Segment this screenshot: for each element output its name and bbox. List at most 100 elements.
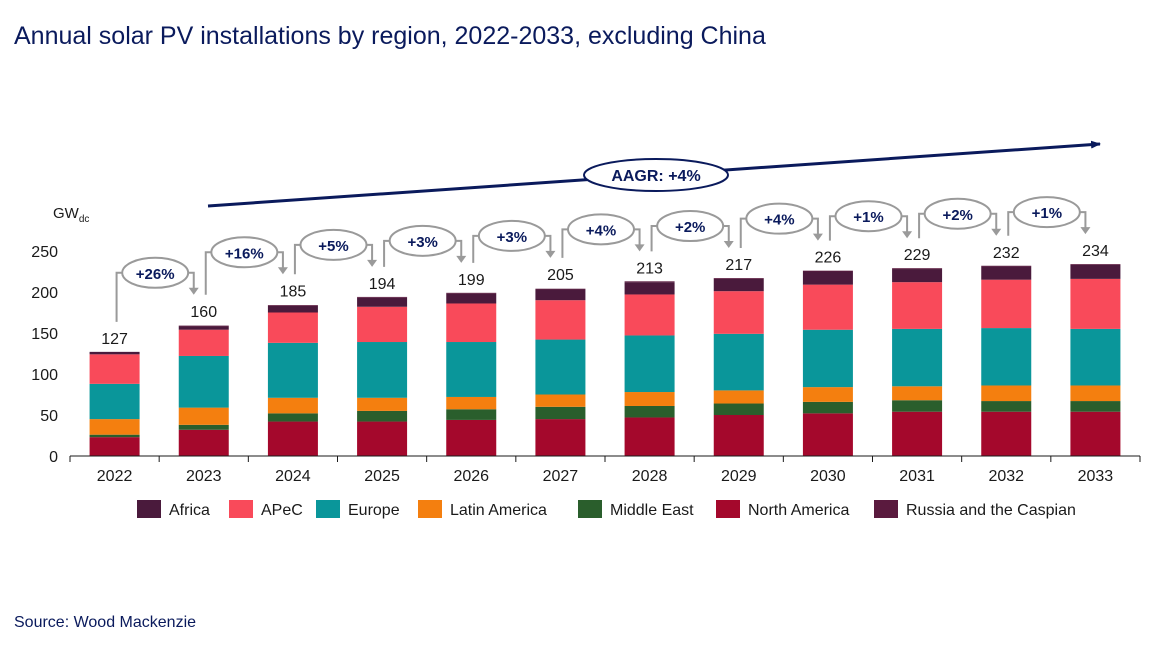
growth-label: +4%	[586, 222, 616, 239]
total-label: 217	[725, 257, 752, 274]
y-tick-label: 50	[40, 408, 58, 425]
legend-swatch-africa	[137, 500, 161, 518]
bar-segment-europe	[713, 333, 764, 391]
x-tick-label: 2025	[364, 468, 400, 485]
bar-segment-europe	[892, 328, 943, 387]
bar-segment-africa	[981, 266, 1032, 280]
bar-segment-latin-america	[535, 394, 586, 407]
y-tick-label: 0	[49, 449, 58, 466]
growth-label: +1%	[853, 209, 883, 226]
bar-segment-north-america	[713, 415, 764, 456]
growth-oval	[834, 200, 903, 233]
total-label: 229	[904, 247, 931, 264]
bar-segment-middle-east	[446, 409, 497, 420]
bar-segment-russia-and-the-caspian	[802, 270, 853, 272]
legend-label-apec: APeC	[261, 502, 303, 519]
growth-label: +1%	[1032, 205, 1062, 222]
growth-label: +3%	[497, 229, 527, 246]
bar-segment-africa	[178, 326, 229, 330]
bar-segment-middle-east	[624, 405, 675, 418]
legend-label-africa: Africa	[169, 502, 210, 519]
bar-segment-north-america	[446, 419, 497, 456]
x-tick-label: 2030	[810, 468, 846, 485]
bar-segment-latin-america	[802, 387, 853, 402]
bar-segment-europe	[267, 342, 318, 398]
total-label: 160	[190, 304, 217, 321]
legend-swatch-europe	[316, 500, 340, 518]
bar-segment-middle-east	[178, 424, 229, 430]
bar-segment-africa	[89, 351, 140, 355]
chart-title: Annual solar PV installations by region,…	[14, 22, 766, 50]
bar-segment-apec	[535, 300, 586, 340]
bar-segment-europe	[981, 328, 1032, 386]
bar-segment-latin-america	[446, 396, 497, 410]
growth-arrowhead	[812, 233, 823, 241]
growth-arrowhead	[723, 241, 734, 249]
total-label: 194	[369, 276, 396, 293]
growth-oval	[1012, 196, 1081, 229]
bar-segment-europe	[178, 355, 229, 408]
y-tick-label: 200	[31, 285, 58, 302]
growth-oval	[121, 256, 190, 289]
x-tick-label: 2023	[186, 468, 222, 485]
bar-segment-africa	[535, 289, 586, 301]
bar-segment-apec	[892, 282, 943, 329]
bar-segment-latin-america	[178, 407, 229, 425]
bar-segment-europe	[1070, 328, 1121, 386]
bar-segment-north-america	[624, 417, 675, 456]
bar-segment-europe	[357, 342, 408, 398]
growth-label: +2%	[942, 207, 972, 224]
growth-arrowhead	[456, 255, 467, 263]
bar-segment-north-america	[802, 413, 853, 456]
growth-arrowhead	[991, 228, 1002, 236]
growth-label: +5%	[318, 238, 348, 255]
legend-label-russia-and-the-caspian: Russia and the Caspian	[906, 502, 1076, 519]
bar-segment-middle-east	[535, 406, 586, 420]
bar-segment-latin-america	[89, 419, 140, 435]
growth-arrowhead	[634, 244, 645, 252]
bar-segment-russia-and-the-caspian	[178, 325, 229, 327]
total-label: 232	[993, 245, 1020, 262]
legend-swatch-apec	[229, 500, 253, 518]
bar-segment-europe	[535, 339, 586, 395]
bar-segment-africa	[624, 282, 675, 295]
bar-segment-north-america	[89, 437, 140, 456]
bar-segment-apec	[1070, 278, 1121, 329]
bar-segment-russia-and-the-caspian	[357, 296, 408, 298]
bar-segment-middle-east	[892, 400, 943, 412]
x-axis: 2022 2023 2024 2025 2026 2027 2028 2029 2030 2031…	[69, 455, 1141, 485]
bar-segment-russia-and-the-caspian	[981, 265, 1032, 267]
bar-segment-latin-america	[1070, 385, 1121, 402]
growth-oval	[210, 236, 279, 269]
x-tick-label: 2032	[988, 468, 1024, 485]
legend-label-north-america: North America	[748, 502, 849, 519]
bar-segment-north-america	[981, 411, 1032, 456]
bar-segment-north-america	[535, 419, 586, 456]
growth-arrowhead	[188, 287, 199, 295]
growth-arrowhead	[902, 231, 913, 239]
bar-segment-middle-east	[981, 401, 1032, 412]
bar-segment-apec	[446, 303, 497, 343]
growth-oval	[299, 228, 368, 261]
total-label: 226	[815, 250, 842, 267]
aagr-trend: AAGR: +4%	[207, 140, 1101, 208]
total-label: 127	[101, 331, 128, 348]
growth-label: +3%	[407, 234, 437, 251]
growth-oval	[656, 210, 725, 243]
bar-segment-africa	[357, 297, 408, 307]
growth-oval	[745, 202, 814, 235]
bar-segment-apec	[624, 294, 675, 336]
total-label: 185	[280, 283, 307, 300]
growth-arrowhead	[367, 259, 378, 267]
growth-label: +4%	[764, 212, 794, 229]
legend-swatch-middle-east	[578, 500, 602, 518]
growth-arrowhead	[1080, 227, 1091, 235]
bar-segment-middle-east	[267, 413, 318, 422]
legend-label-middle-east: Middle East	[610, 502, 694, 519]
aagr-oval	[583, 158, 729, 192]
bar-segment-russia-and-the-caspian	[624, 281, 675, 283]
bar-segment-north-america	[357, 421, 408, 456]
bar-segment-europe	[446, 342, 497, 397]
y-tick-label: 150	[31, 326, 58, 343]
bar-segment-latin-america	[267, 397, 318, 414]
